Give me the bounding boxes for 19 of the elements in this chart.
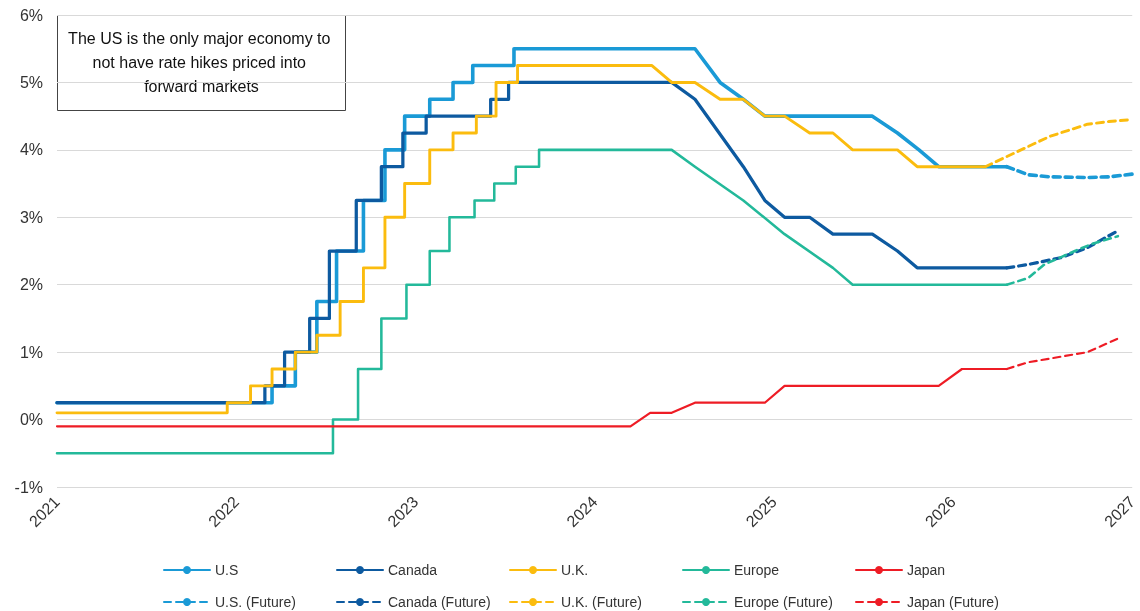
annotation: The US is the only major economy to not have rate hikes priced into forward markets <box>68 30 335 95</box>
legend-label: Japan (Future) <box>907 594 999 610</box>
legend-label: U.K. (Future) <box>561 594 642 610</box>
legend-label: Canada <box>388 562 438 578</box>
legend-label: Canada (Future) <box>388 594 491 610</box>
y-tick-label: 3% <box>19 208 43 226</box>
y-tick-label: -1% <box>14 478 43 496</box>
legend-label: Japan <box>907 562 946 578</box>
y-tick-label: 1% <box>19 343 43 361</box>
legend-label: U.S <box>215 562 239 578</box>
y-tick-label: 2% <box>19 276 43 294</box>
y-tick-label: 4% <box>19 141 43 159</box>
y-tick-label: 0% <box>19 411 43 429</box>
legend-label: Europe (Future) <box>734 594 833 610</box>
y-tick-label: 6% <box>19 6 43 24</box>
legend-label: U.K. <box>561 562 589 578</box>
y-tick-label: 5% <box>19 73 43 91</box>
legend-label: U.S. (Future) <box>215 594 296 610</box>
legend-label: Europe <box>734 562 780 578</box>
